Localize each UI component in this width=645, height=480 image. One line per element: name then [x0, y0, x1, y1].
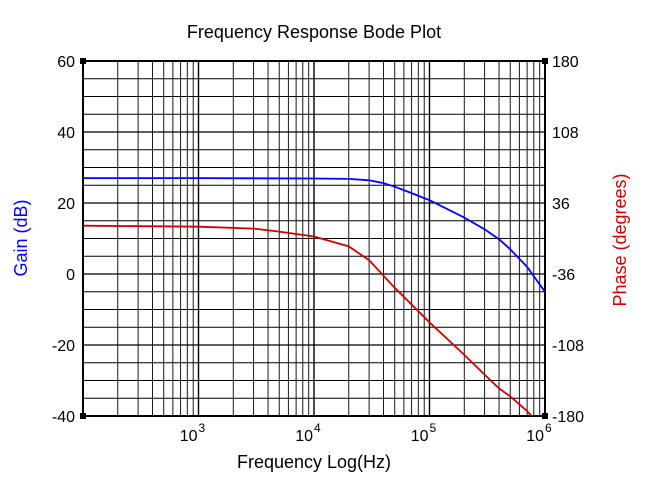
- corner-markers: [80, 58, 548, 419]
- y-right-axis-label: Phase (degrees): [610, 173, 630, 306]
- chart-title: Frequency Response Bode Plot: [187, 22, 441, 42]
- y-left-tick-label: 20: [57, 196, 75, 213]
- minor-grid: [83, 61, 545, 416]
- x-axis-label: Frequency Log(Hz): [237, 452, 391, 472]
- y-left-axis-label: Gain (dB): [11, 199, 31, 276]
- x-tick-label: 10 5: [411, 421, 437, 445]
- y-right-tick-labels: 180 108 36 -36 -108 -180: [552, 54, 584, 426]
- corner-marker: [542, 58, 548, 64]
- corner-marker: [80, 413, 86, 419]
- x-tick-label: 10 3: [180, 421, 206, 445]
- phase-line: [83, 224, 533, 416]
- y-right-tick-label: 180: [552, 54, 579, 71]
- x-tick-base: 10: [295, 428, 313, 445]
- x-tick-label: 10 6: [526, 421, 552, 445]
- x-tick-base: 10: [411, 428, 429, 445]
- major-grid: [83, 61, 545, 416]
- gain-line: [83, 177, 545, 293]
- y-left-tick-label: -20: [52, 338, 75, 355]
- y-right-tick-label: 108: [552, 125, 579, 142]
- y-left-tick-label: -40: [52, 409, 75, 426]
- x-tick-label: 10 4: [295, 421, 321, 445]
- x-tick-base: 10: [180, 428, 198, 445]
- y-left-tick-labels: 60 40 20 0 -20 -40: [52, 54, 75, 426]
- x-tick-exponent: 6: [545, 421, 552, 435]
- series-layer: [83, 177, 545, 416]
- corner-marker: [542, 413, 548, 419]
- x-tick-exponent: 5: [430, 421, 437, 435]
- y-left-tick-label: 0: [66, 267, 75, 284]
- x-tick-exponent: 4: [314, 421, 321, 435]
- y-right-tick-label: -108: [552, 338, 584, 355]
- plot-frame: [82, 60, 546, 417]
- corner-marker: [80, 58, 86, 64]
- y-right-tick-label: -36: [552, 267, 575, 284]
- x-tick-base: 10: [526, 428, 544, 445]
- y-left-tick-label: 40: [57, 125, 75, 142]
- y-left-tick-label: 60: [57, 54, 75, 71]
- y-right-tick-label: 36: [552, 196, 570, 213]
- y-right-tick-label: -180: [552, 409, 584, 426]
- x-tick-exponent: 3: [199, 421, 206, 435]
- x-tick-labels: 10 3 10 4 10 5 10 6: [180, 421, 552, 445]
